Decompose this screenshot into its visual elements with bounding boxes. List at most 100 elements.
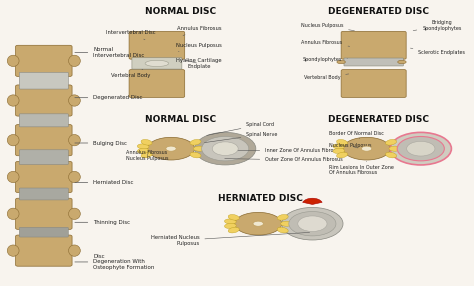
Ellipse shape — [228, 214, 239, 220]
Ellipse shape — [289, 212, 336, 236]
Ellipse shape — [225, 219, 236, 224]
Text: NORMAL DISC: NORMAL DISC — [145, 115, 216, 124]
Ellipse shape — [281, 221, 292, 226]
Ellipse shape — [212, 142, 238, 156]
FancyBboxPatch shape — [19, 188, 68, 200]
Ellipse shape — [397, 136, 444, 161]
FancyBboxPatch shape — [129, 70, 185, 98]
Ellipse shape — [193, 146, 205, 151]
Text: Intervertebral Disc: Intervertebral Disc — [106, 30, 156, 40]
Ellipse shape — [147, 137, 195, 160]
Ellipse shape — [7, 171, 19, 183]
Ellipse shape — [277, 214, 288, 220]
Ellipse shape — [337, 60, 346, 64]
Ellipse shape — [385, 152, 397, 158]
Ellipse shape — [282, 207, 343, 240]
Text: Spinal Nerve: Spinal Nerve — [204, 132, 278, 143]
Text: Degenerated Disc: Degenerated Disc — [75, 95, 143, 100]
Ellipse shape — [141, 152, 152, 158]
Ellipse shape — [7, 134, 19, 146]
Text: Annulus Fibrosus
Nucleus Pulposus: Annulus Fibrosus Nucleus Pulposus — [126, 150, 169, 161]
Ellipse shape — [190, 152, 201, 158]
FancyBboxPatch shape — [16, 235, 72, 266]
Ellipse shape — [137, 144, 149, 149]
Ellipse shape — [201, 136, 249, 161]
Text: Nucleus Pulposus: Nucleus Pulposus — [301, 23, 355, 31]
FancyBboxPatch shape — [341, 70, 406, 98]
Ellipse shape — [69, 171, 80, 183]
Ellipse shape — [69, 55, 80, 67]
Ellipse shape — [361, 146, 372, 151]
Text: Bridging
Spondylophytes: Bridging Spondylophytes — [413, 20, 462, 31]
Text: DEGENERATED DISC: DEGENERATED DISC — [328, 115, 429, 124]
Ellipse shape — [398, 60, 406, 64]
Text: Annulus Fibrosus: Annulus Fibrosus — [177, 26, 222, 36]
Ellipse shape — [69, 134, 80, 146]
FancyBboxPatch shape — [132, 58, 182, 69]
Ellipse shape — [166, 146, 176, 151]
Ellipse shape — [69, 95, 80, 106]
FancyBboxPatch shape — [344, 58, 403, 66]
Ellipse shape — [195, 132, 256, 165]
Text: Herniated Disc: Herniated Disc — [75, 180, 134, 185]
Text: Border Of Normal Disc: Border Of Normal Disc — [329, 131, 384, 139]
Text: NORMAL DISC: NORMAL DISC — [145, 7, 216, 16]
FancyBboxPatch shape — [19, 150, 68, 164]
Ellipse shape — [389, 146, 401, 151]
Text: Inner Zone Of Annulus Fibrosus: Inner Zone Of Annulus Fibrosus — [221, 148, 342, 152]
Text: Spinal Cord: Spinal Cord — [207, 122, 274, 135]
Ellipse shape — [253, 221, 264, 226]
FancyBboxPatch shape — [19, 72, 68, 89]
FancyBboxPatch shape — [16, 161, 72, 192]
Text: Disc
Degeneration With
Osteophyte Formation: Disc Degeneration With Osteophyte Format… — [75, 254, 155, 270]
Ellipse shape — [407, 141, 435, 156]
Ellipse shape — [225, 223, 236, 229]
Text: Nucleus Pulposus: Nucleus Pulposus — [176, 43, 222, 51]
FancyBboxPatch shape — [129, 31, 185, 59]
Text: Vertebral Body: Vertebral Body — [111, 69, 151, 78]
Text: Annulus Fibrosus: Annulus Fibrosus — [301, 40, 350, 46]
Text: HERNIATED DISC: HERNIATED DISC — [218, 194, 303, 203]
Ellipse shape — [277, 227, 288, 233]
Wedge shape — [303, 198, 322, 204]
FancyBboxPatch shape — [19, 227, 68, 237]
Ellipse shape — [298, 216, 327, 231]
Ellipse shape — [385, 140, 397, 145]
Ellipse shape — [69, 245, 80, 256]
Ellipse shape — [69, 208, 80, 219]
Ellipse shape — [235, 212, 282, 235]
Ellipse shape — [7, 55, 19, 67]
Text: Outer Zone Of Annulus Fibrosus: Outer Zone Of Annulus Fibrosus — [225, 158, 343, 162]
Ellipse shape — [337, 152, 347, 158]
Text: Normal
Intervertebral Disc: Normal Intervertebral Disc — [75, 47, 145, 58]
Text: Vertebral Body: Vertebral Body — [303, 74, 349, 80]
Text: Thinning Disc: Thinning Disc — [75, 220, 130, 225]
Text: DEGENERATED DISC: DEGENERATED DISC — [328, 7, 429, 16]
FancyBboxPatch shape — [341, 31, 406, 59]
Ellipse shape — [190, 140, 201, 145]
Text: Herniated Nucleus
Pulposus: Herniated Nucleus Pulposus — [151, 233, 310, 246]
Ellipse shape — [333, 148, 345, 154]
Ellipse shape — [141, 140, 152, 145]
FancyBboxPatch shape — [19, 114, 68, 127]
FancyBboxPatch shape — [16, 85, 72, 116]
Ellipse shape — [343, 137, 390, 160]
Ellipse shape — [145, 60, 169, 67]
FancyBboxPatch shape — [16, 125, 72, 156]
Ellipse shape — [7, 95, 19, 106]
Text: Hyaline Cartilage
Endplate: Hyaline Cartilage Endplate — [176, 58, 222, 69]
Ellipse shape — [390, 132, 451, 165]
Text: Nucleus Pulposus: Nucleus Pulposus — [329, 143, 372, 148]
Text: Sclerotic Endplates: Sclerotic Endplates — [410, 48, 465, 55]
Text: Rim Lesions In Outer Zone
Of Annulus Fibrosus: Rim Lesions In Outer Zone Of Annulus Fib… — [329, 161, 394, 175]
Ellipse shape — [7, 208, 19, 219]
Ellipse shape — [228, 227, 239, 233]
Ellipse shape — [7, 245, 19, 256]
Ellipse shape — [137, 148, 149, 154]
Text: Bulging Disc: Bulging Disc — [75, 140, 128, 146]
Ellipse shape — [337, 140, 347, 145]
Ellipse shape — [333, 144, 345, 149]
FancyBboxPatch shape — [16, 45, 72, 76]
FancyBboxPatch shape — [16, 198, 72, 229]
Text: Spondylophytes: Spondylophytes — [302, 57, 347, 62]
